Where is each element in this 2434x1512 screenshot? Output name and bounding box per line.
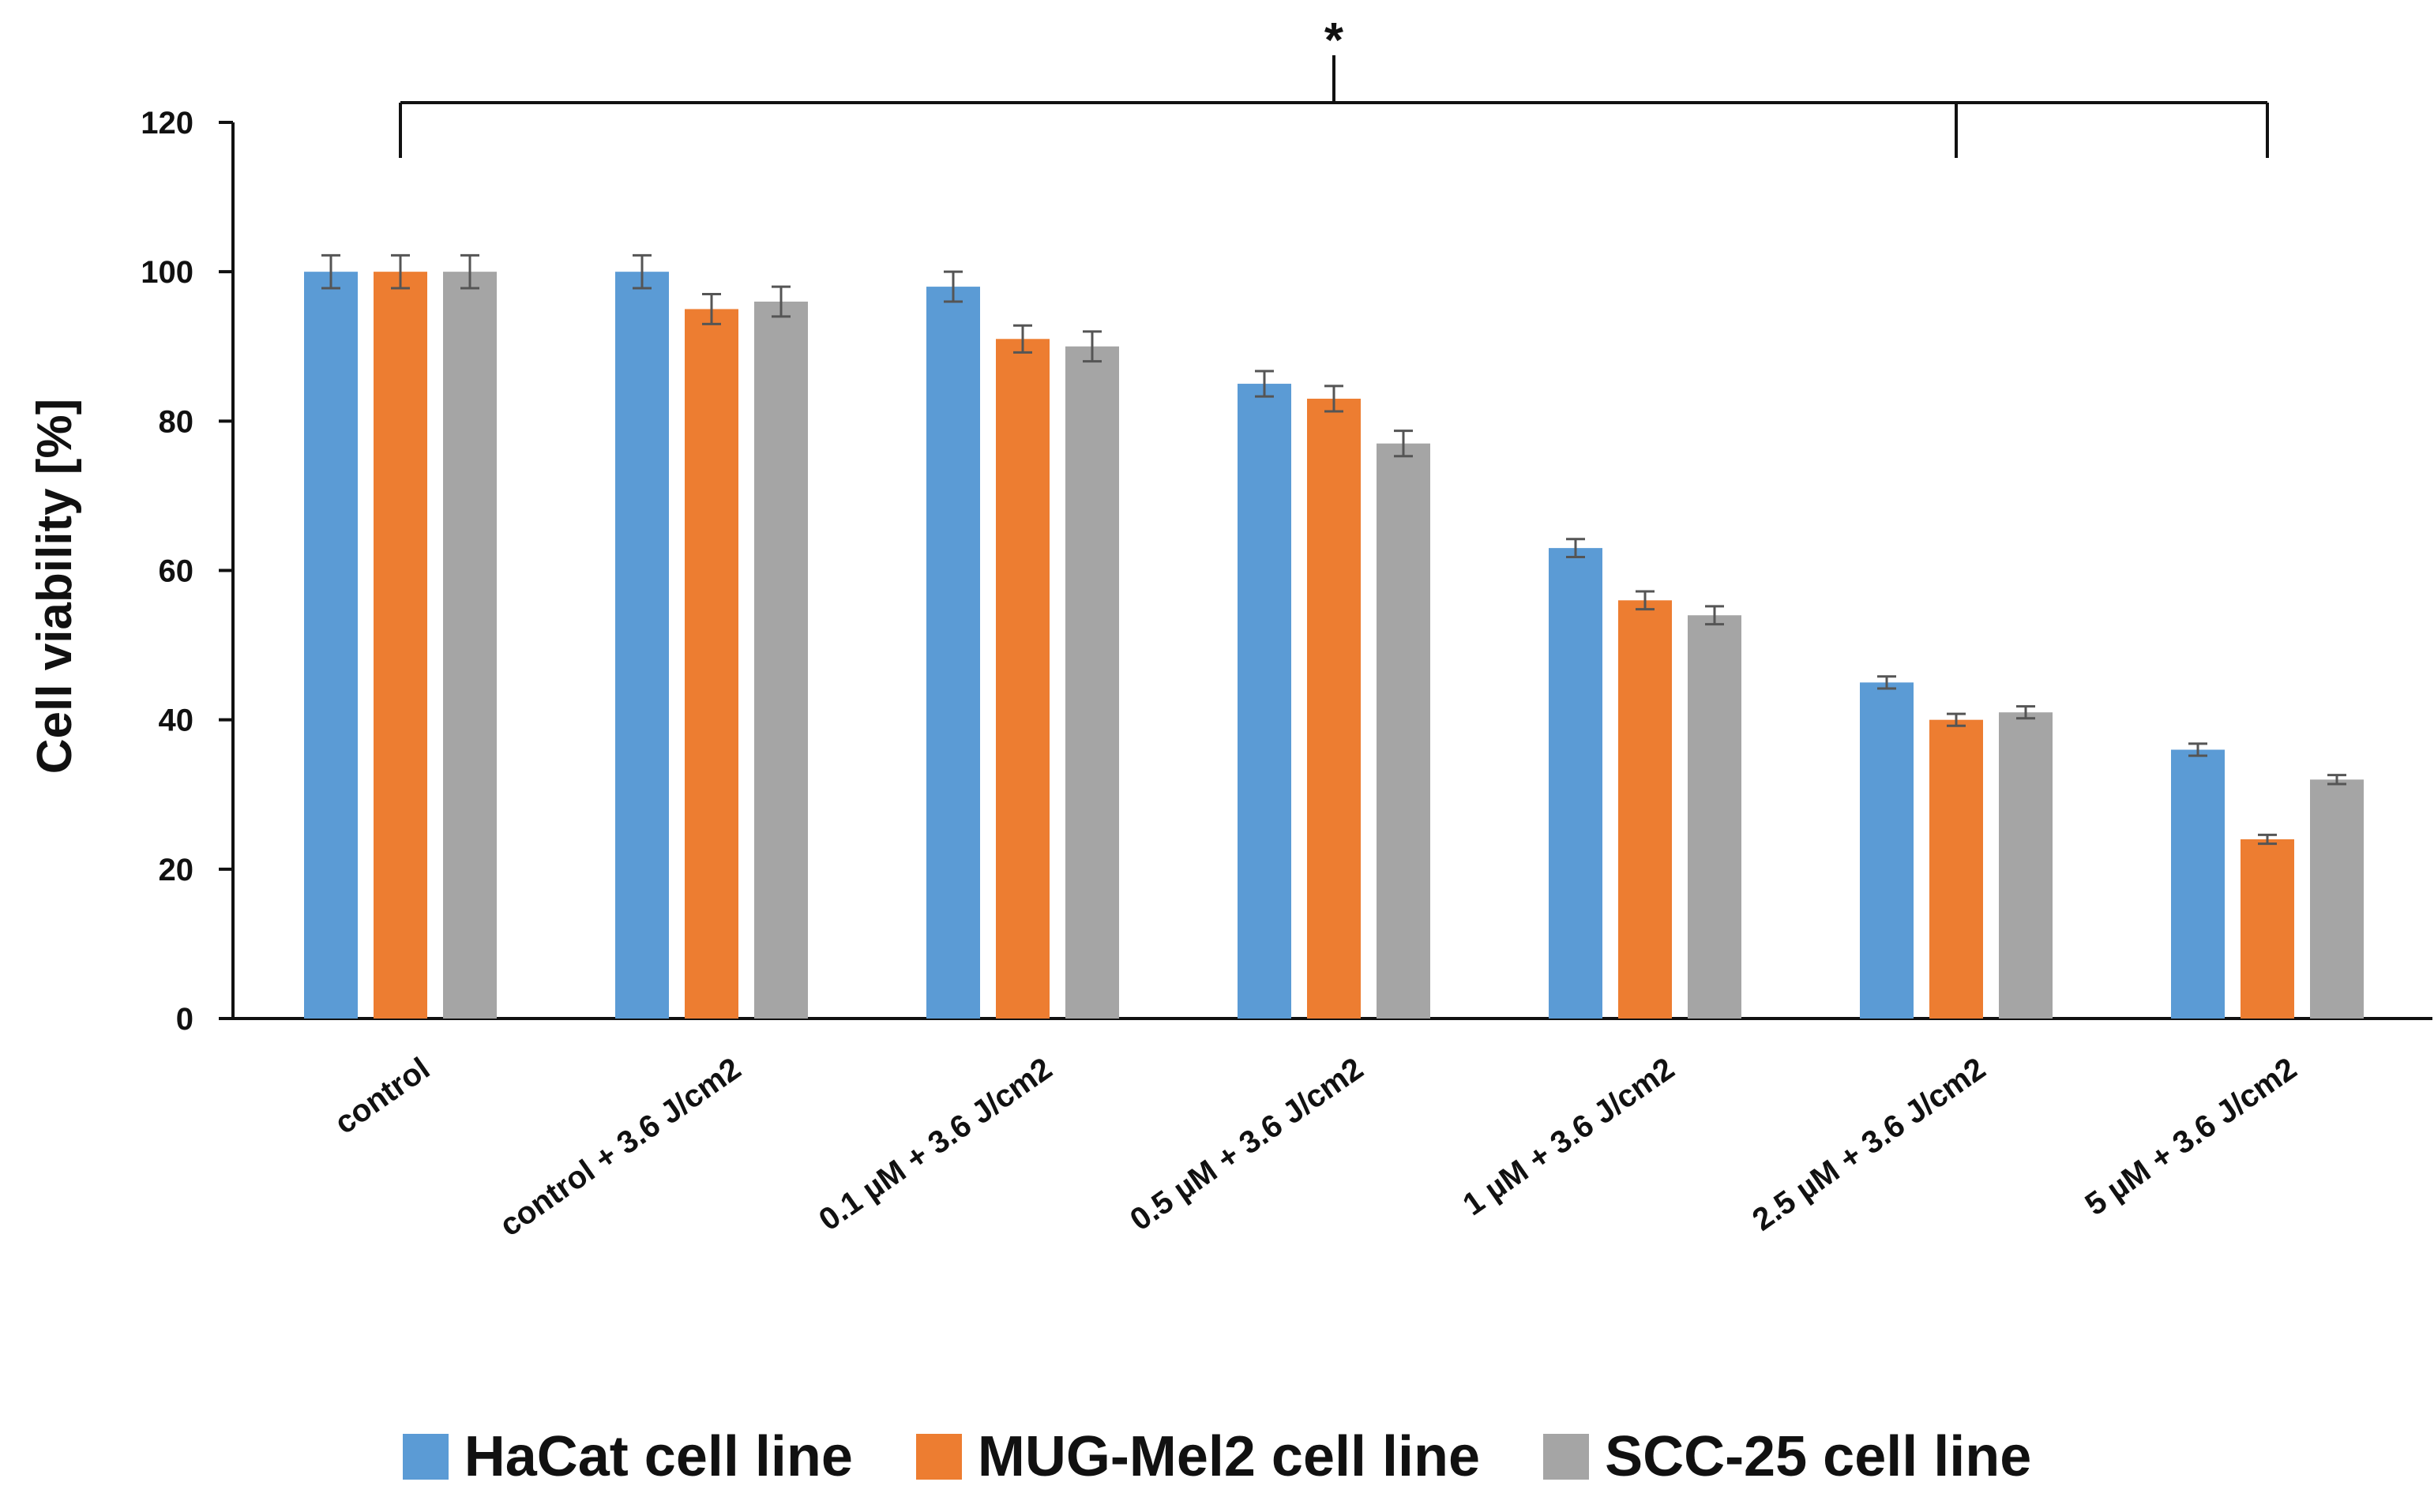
- bar: [1307, 398, 1361, 1019]
- bar: [443, 272, 497, 1019]
- category-label: control: [329, 1051, 436, 1141]
- significance-annotation: *: [399, 13, 2269, 158]
- legend: HaCat cell line MUG-Mel2 cell line SCC-2…: [0, 1413, 2434, 1500]
- bar: [996, 339, 1050, 1019]
- bar: [1618, 600, 1672, 1019]
- y-tick-label: 120: [141, 106, 193, 141]
- bar: [1999, 712, 2053, 1019]
- bar: [2171, 749, 2225, 1019]
- category-label: 0.1 µM + 3.6 J/cm2: [813, 1051, 1058, 1237]
- y-tick-label: 20: [159, 853, 194, 887]
- bar: [374, 272, 427, 1019]
- legend-swatch-mug-mel2: [915, 1434, 962, 1480]
- bar: [2310, 779, 2364, 1019]
- significance-star: *: [1324, 13, 1344, 68]
- bar: [2241, 839, 2294, 1019]
- category-label: 0.5 µM + 3.6 J/cm2: [1124, 1051, 1369, 1237]
- bar: [1549, 548, 1602, 1019]
- bar: [754, 302, 808, 1019]
- legend-item-hacat: HaCat cell line: [402, 1424, 853, 1489]
- category-label: 2.5 µM + 3.6 J/cm2: [1746, 1051, 1992, 1237]
- error-bars: [321, 253, 2346, 846]
- category-label: 1 µM + 3.6 J/cm2: [1457, 1051, 1681, 1222]
- legend-label-mug-mel2: MUG-Mel2 cell line: [977, 1425, 1481, 1488]
- y-tick-label: 100: [141, 255, 193, 290]
- category-labels: control control + 3.6 J/cm2 0.1 µM + 3.6 J…: [329, 1051, 2303, 1243]
- bar: [1065, 346, 1119, 1019]
- legend-swatch-hacat: [402, 1434, 449, 1480]
- legend-swatch-scc-25: [1543, 1434, 1590, 1480]
- y-axis-title: Cell viability [%]: [28, 399, 82, 774]
- legend-label-hacat: HaCat cell line: [464, 1425, 853, 1488]
- bar: [1688, 615, 1741, 1019]
- y-tick-label: 60: [159, 554, 194, 589]
- bar: [685, 309, 738, 1019]
- y-axis: 0 20 40 60 80 100 120: [141, 106, 235, 1037]
- y-tick-label: 80: [159, 404, 194, 439]
- bar: [1377, 443, 1430, 1019]
- category-label: 5 µM + 3.6 J/cm2: [2079, 1051, 2304, 1222]
- category-label: control + 3.6 J/cm2: [494, 1051, 747, 1243]
- legend-item-mug-mel2: MUG-Mel2 cell line: [915, 1424, 1481, 1489]
- bar: [304, 272, 358, 1019]
- y-tick-label: 40: [159, 703, 194, 738]
- bar: [926, 287, 980, 1019]
- bar: [1929, 719, 1983, 1019]
- bar: [615, 272, 669, 1019]
- bar-series: [304, 272, 2364, 1019]
- bar: [1860, 682, 1914, 1019]
- y-tick-label: 0: [176, 1002, 193, 1037]
- legend-label-scc-25: SCC-25 cell line: [1605, 1425, 2032, 1488]
- bar: [1238, 384, 1291, 1019]
- legend-item-scc-25: SCC-25 cell line: [1543, 1424, 2031, 1489]
